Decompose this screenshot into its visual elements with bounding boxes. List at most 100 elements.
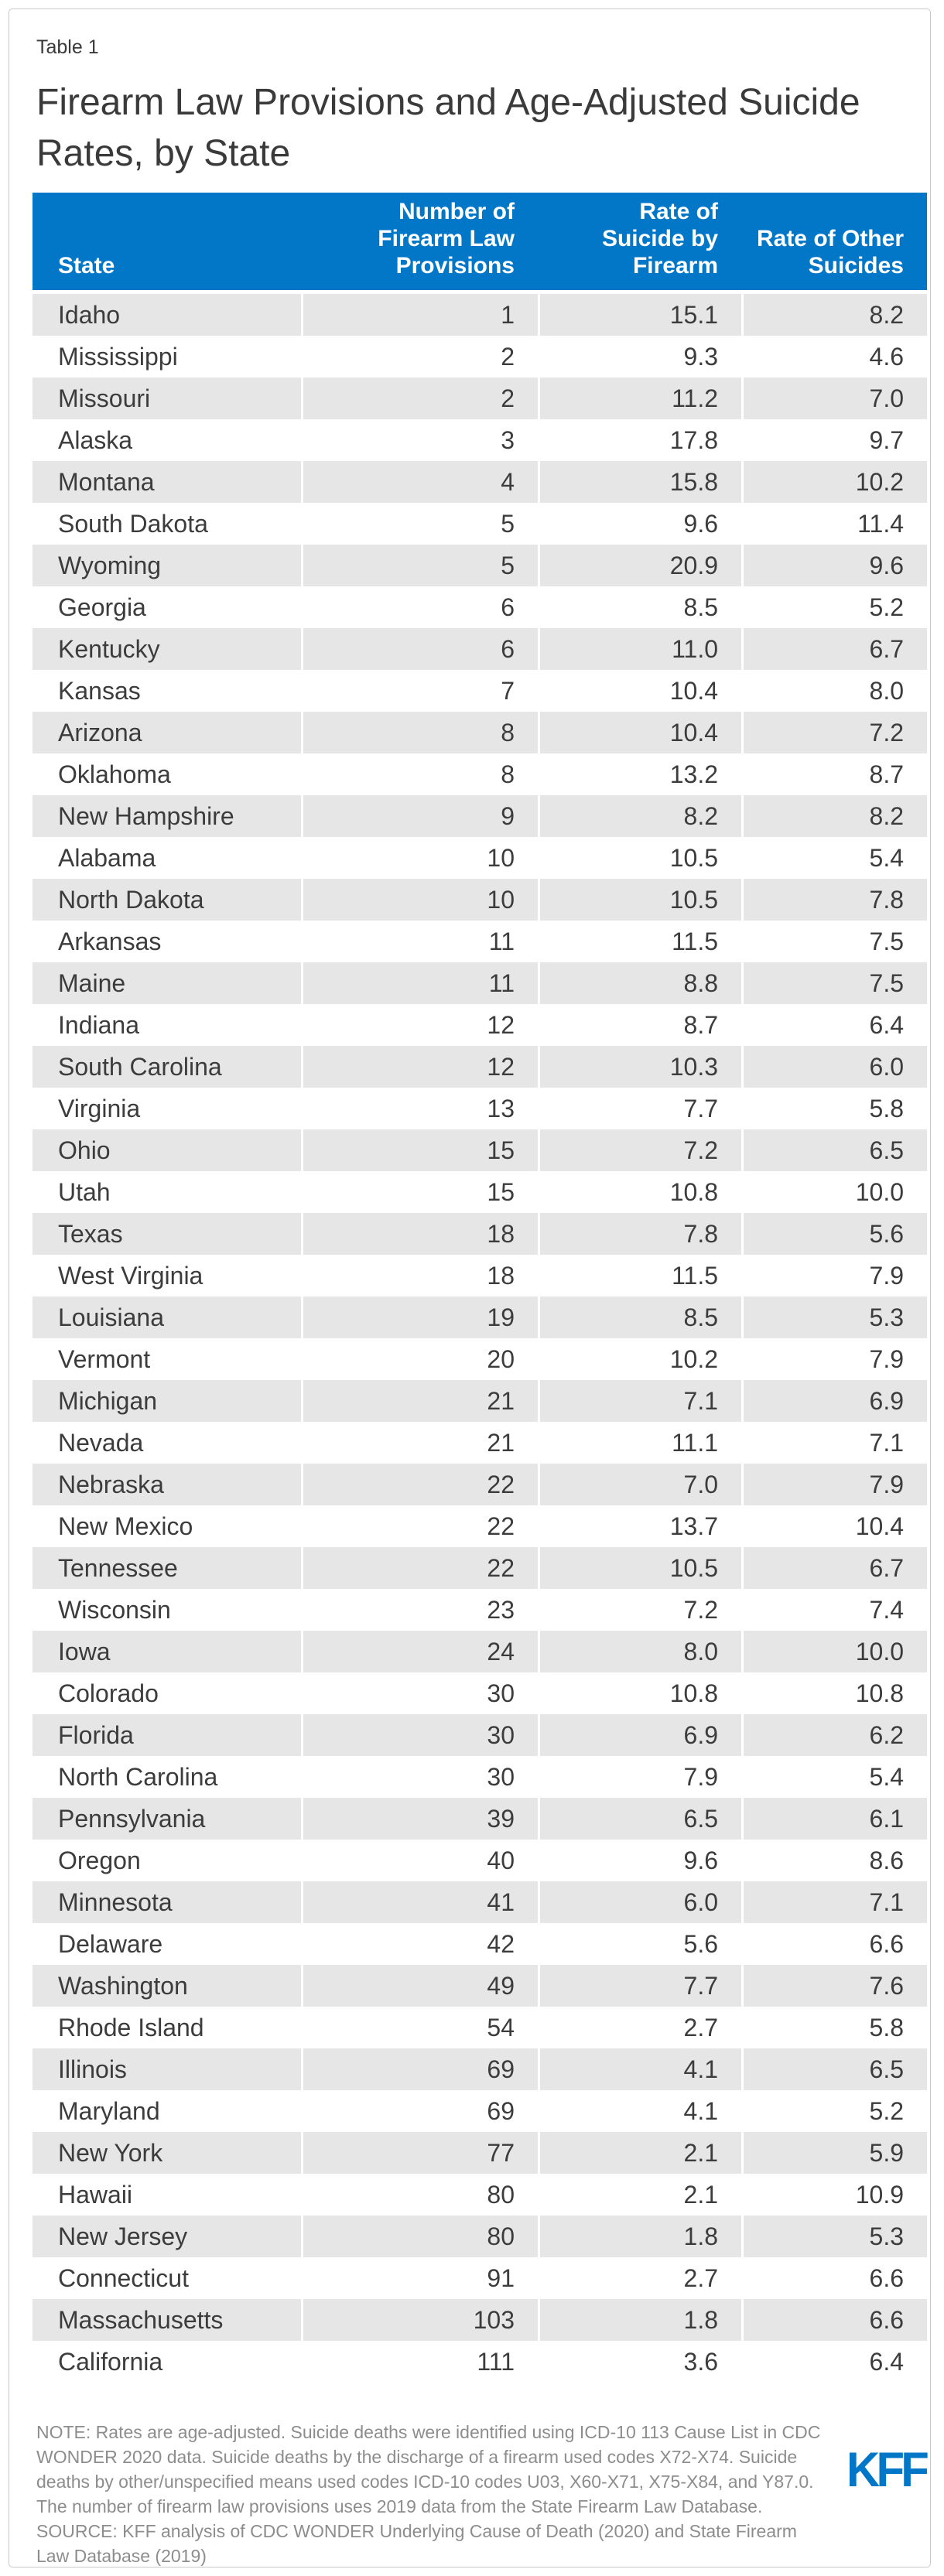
- other-rate-cell: 9.7: [741, 419, 927, 461]
- kff-logo: KFF: [847, 2443, 929, 2497]
- provisions-cell: 10: [301, 879, 538, 921]
- table-row: Indiana 12 8.7 6.4: [32, 1004, 927, 1046]
- firearm-rate-cell: 1.8: [538, 2299, 741, 2341]
- table-row: West Virginia 18 11.5 7.9: [32, 1255, 927, 1297]
- table-row: Nebraska 22 7.0 7.9: [32, 1464, 927, 1505]
- state-cell: Pennsylvania: [58, 1805, 206, 1833]
- state-cell: Georgia: [58, 593, 146, 621]
- state-cell: Oklahoma: [58, 760, 171, 788]
- other-rate-cell: 10.8: [741, 1672, 927, 1714]
- table-row: Idaho 1 15.1 8.2: [32, 294, 927, 336]
- state-cell: Kentucky: [58, 635, 160, 663]
- state-cell: Oregon: [58, 1847, 141, 1874]
- other-rate-cell: 7.8: [741, 879, 927, 921]
- column-header-provisions: Number of Firearm Law Provisions: [301, 193, 538, 290]
- provisions-cell: 22: [301, 1547, 538, 1589]
- state-cell: Rhode Island: [58, 2014, 204, 2041]
- provisions-cell: 6: [301, 586, 538, 628]
- other-rate-cell: 10.0: [741, 1171, 927, 1213]
- firearm-rate-cell: 10.5: [538, 879, 741, 921]
- other-rate-cell: 5.9: [741, 2132, 927, 2174]
- provisions-cell: 5: [301, 503, 538, 545]
- table-label: Table 1: [36, 36, 99, 58]
- other-rate-cell: 8.2: [741, 294, 927, 336]
- state-cell: Massachusetts: [58, 2306, 224, 2334]
- firearm-rate-cell: 15.1: [538, 294, 741, 336]
- table-header-row: State Number of Firearm Law Provisions R…: [32, 193, 927, 290]
- table-row: Michigan 21 7.1 6.9: [32, 1380, 927, 1422]
- provisions-cell: 54: [301, 2007, 538, 2048]
- state-cell: Minnesota: [58, 1888, 173, 1916]
- provisions-cell: 3: [301, 419, 538, 461]
- provisions-cell: 40: [301, 1840, 538, 1881]
- table-row: Mississippi 2 9.3 4.6: [32, 336, 927, 378]
- other-rate-cell: 7.4: [741, 1589, 927, 1631]
- table-row: New Jersey 80 1.8 5.3: [32, 2216, 927, 2257]
- provisions-cell: 23: [301, 1589, 538, 1631]
- state-cell: Nebraska: [58, 1471, 164, 1498]
- firearm-rate-cell: 11.0: [538, 628, 741, 670]
- provisions-cell: 4: [301, 461, 538, 503]
- firearm-rate-cell: 11.5: [538, 1255, 741, 1297]
- firearm-rate-cell: 3.6: [538, 2341, 741, 2383]
- table-row: Montana 4 15.8 10.2: [32, 461, 927, 503]
- other-rate-cell: 8.7: [741, 753, 927, 795]
- provisions-cell: 12: [301, 1046, 538, 1088]
- other-rate-cell: 6.5: [741, 2048, 927, 2090]
- other-rate-cell: 8.6: [741, 1840, 927, 1881]
- other-rate-cell: 7.9: [741, 1338, 927, 1380]
- provisions-cell: 111: [301, 2341, 538, 2383]
- other-rate-cell: 6.6: [741, 1923, 927, 1965]
- firearm-rate-cell: 8.5: [538, 586, 741, 628]
- other-rate-cell: 6.7: [741, 1547, 927, 1589]
- state-cell: Kansas: [58, 677, 141, 705]
- state-cell: Hawaii: [58, 2181, 133, 2209]
- provisions-cell: 5: [301, 545, 538, 586]
- table-row: Iowa 24 8.0 10.0: [32, 1631, 927, 1672]
- provisions-cell: 10: [301, 837, 538, 879]
- state-cell: California: [58, 2348, 163, 2376]
- table-row: Georgia 6 8.5 5.2: [32, 586, 927, 628]
- firearm-rate-cell: 10.4: [538, 712, 741, 753]
- other-rate-cell: 7.9: [741, 1255, 927, 1297]
- table-row: Illinois 69 4.1 6.5: [32, 2048, 927, 2090]
- provisions-cell: 39: [301, 1798, 538, 1840]
- state-cell: New Mexico: [58, 1512, 193, 1540]
- other-rate-cell: 7.1: [741, 1422, 927, 1464]
- provisions-cell: 22: [301, 1505, 538, 1547]
- firearm-rate-cell: 6.9: [538, 1714, 741, 1756]
- firearm-rate-cell: 7.7: [538, 1088, 741, 1129]
- state-cell: Illinois: [58, 2055, 127, 2083]
- state-cell: Connecticut: [58, 2264, 189, 2292]
- other-rate-cell: 7.5: [741, 962, 927, 1004]
- table-row: Connecticut 91 2.7 6.6: [32, 2257, 927, 2299]
- state-cell: New York: [58, 2139, 163, 2167]
- provisions-cell: 1: [301, 294, 538, 336]
- firearm-rate-cell: 7.2: [538, 1129, 741, 1171]
- state-cell: Vermont: [58, 1345, 151, 1373]
- table-row: Massachusetts 103 1.8 6.6: [32, 2299, 927, 2341]
- state-cell: West Virginia: [58, 1262, 204, 1290]
- firearm-rate-cell: 8.8: [538, 962, 741, 1004]
- other-rate-cell: 6.6: [741, 2299, 927, 2341]
- table-row: Tennessee 22 10.5 6.7: [32, 1547, 927, 1589]
- provisions-cell: 30: [301, 1672, 538, 1714]
- firearm-rate-cell: 8.0: [538, 1631, 741, 1672]
- state-cell: Mississippi: [58, 343, 178, 371]
- state-cell: Wisconsin: [58, 1596, 171, 1624]
- table-row: Maryland 69 4.1 5.2: [32, 2090, 927, 2132]
- column-header-firearm-suicide-rate: Rate of Suicide by Firearm: [538, 193, 741, 290]
- state-cell: Nevada: [58, 1429, 144, 1457]
- other-rate-cell: 6.9: [741, 1380, 927, 1422]
- provisions-cell: 77: [301, 2132, 538, 2174]
- provisions-cell: 103: [301, 2299, 538, 2341]
- table-row: New York 77 2.1 5.9: [32, 2132, 927, 2174]
- state-cell: Virginia: [58, 1095, 141, 1122]
- table-body: Idaho 1 15.1 8.2 Mississippi 2 9.3 4.6 Missouri 2…: [32, 294, 927, 2383]
- firearm-rate-cell: 10.3: [538, 1046, 741, 1088]
- note-text: NOTE: Rates are age-adjusted. Suicide de…: [36, 2422, 821, 2516]
- table-row: South Carolina 12 10.3 6.0: [32, 1046, 927, 1088]
- column-header-other-suicide-rate: Rate of Other Suicides: [741, 193, 927, 290]
- table-row: North Carolina 30 7.9 5.4: [32, 1756, 927, 1798]
- provisions-cell: 30: [301, 1714, 538, 1756]
